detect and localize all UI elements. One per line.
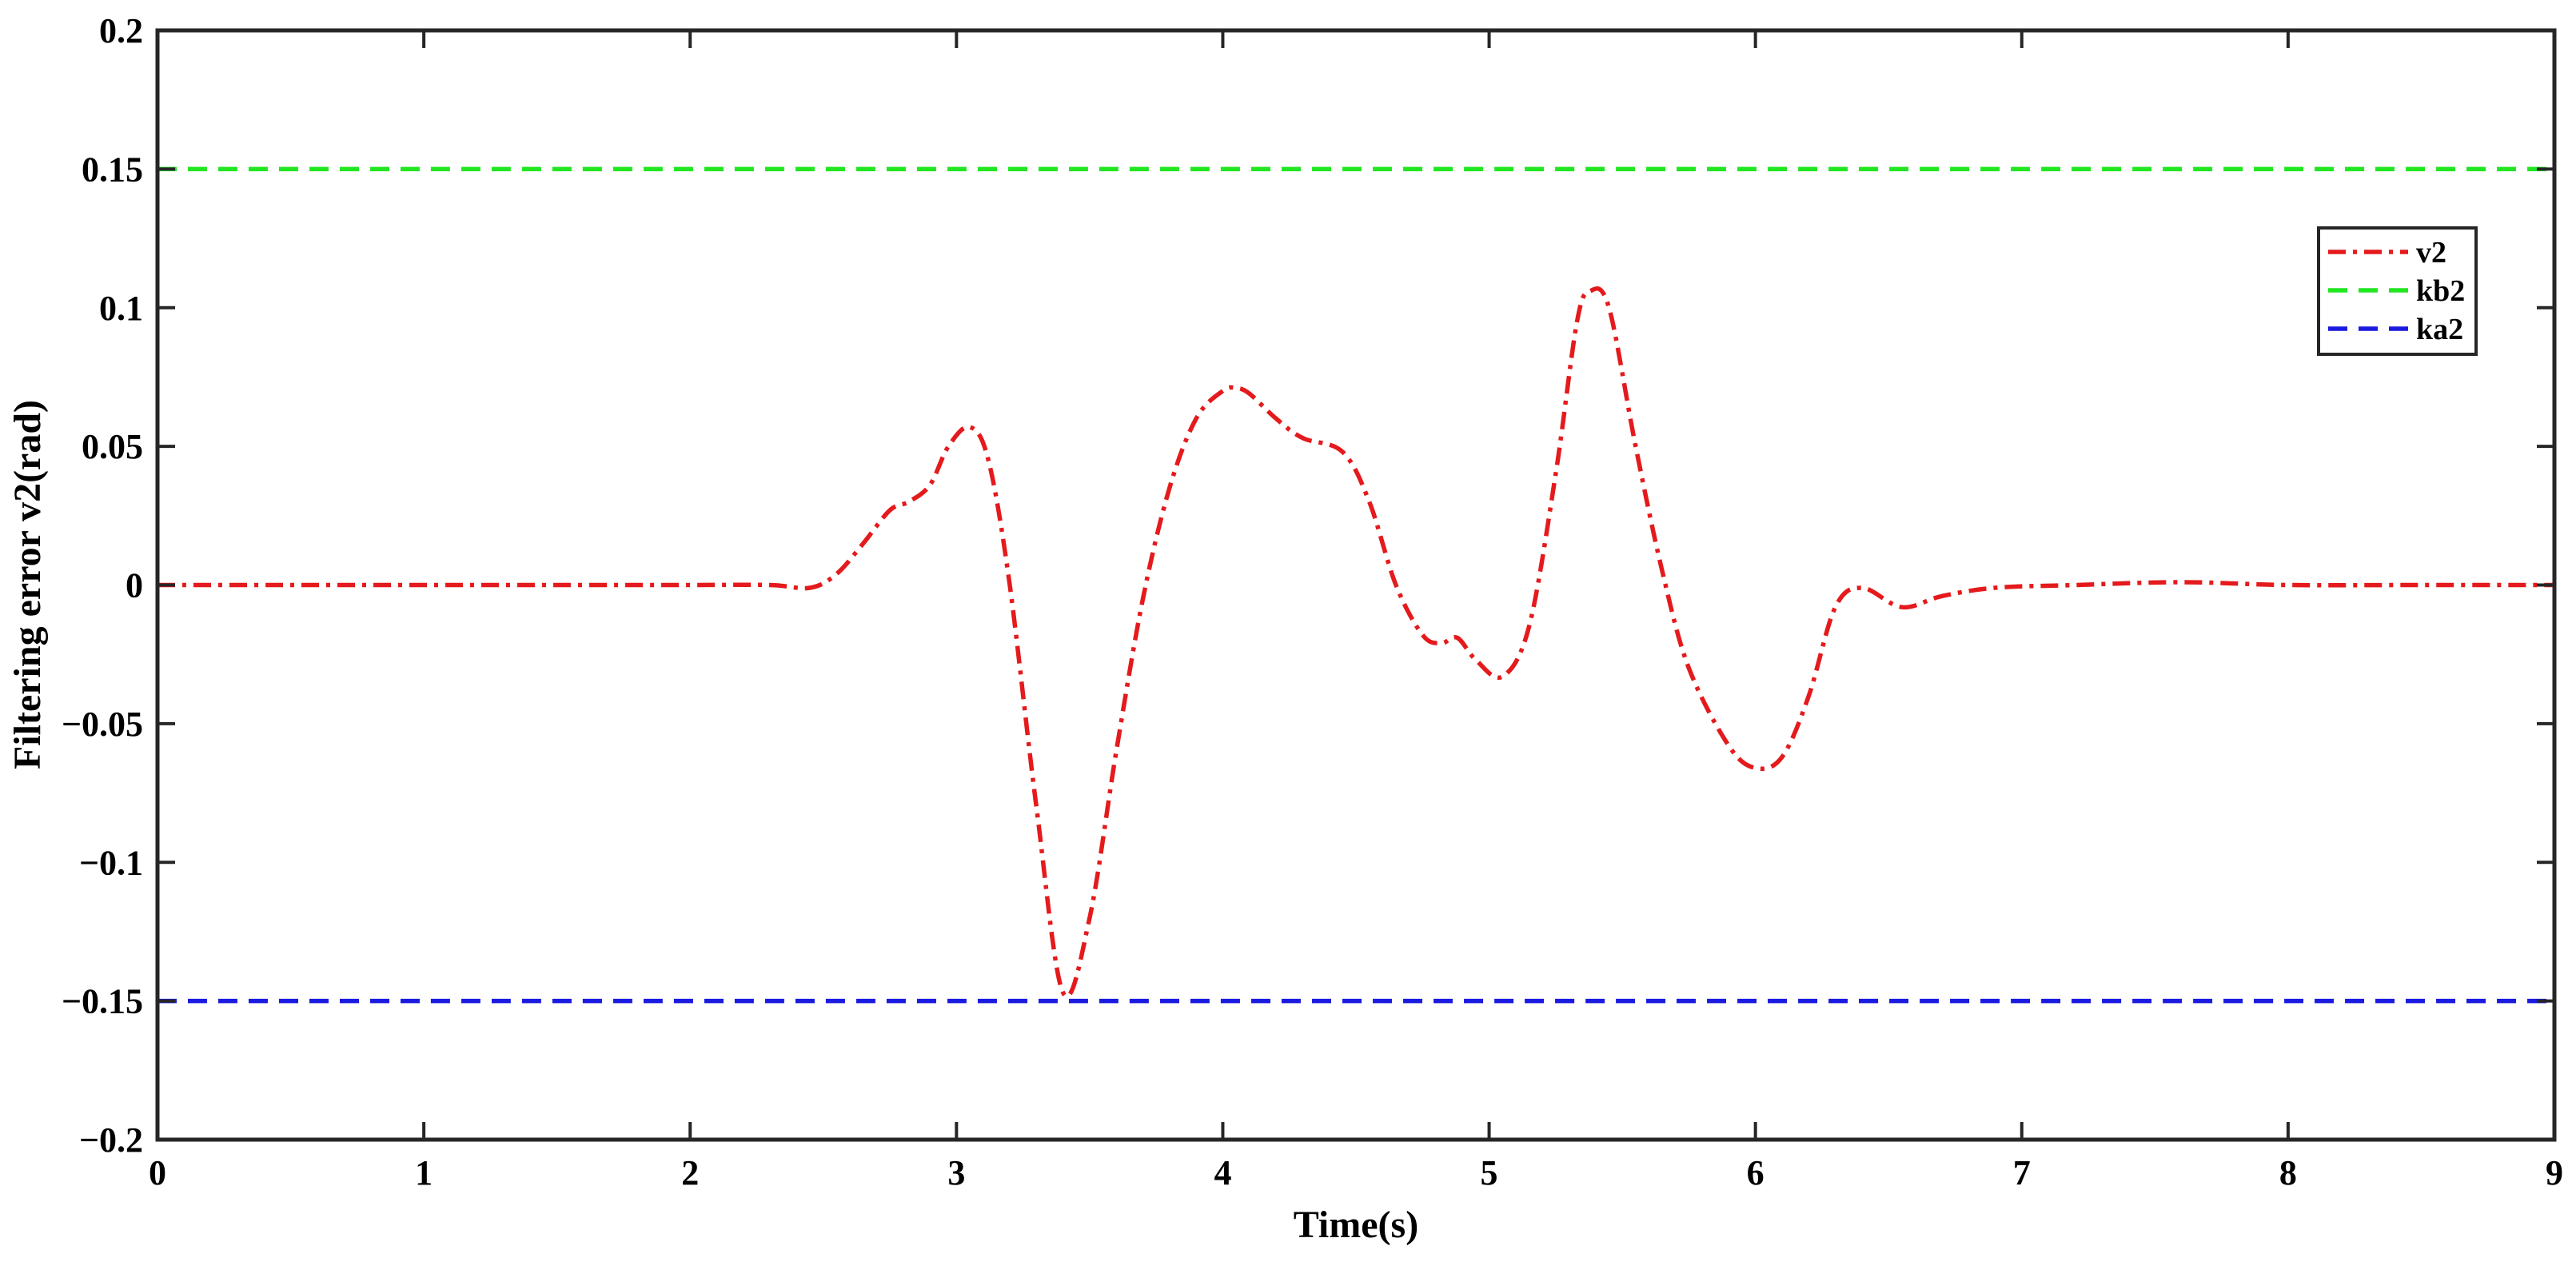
y-tick-label: 0.15 — [82, 150, 143, 189]
legend-label-ka2: ka2 — [2416, 313, 2463, 346]
x-axis-label: Time(s) — [1294, 1204, 1418, 1246]
x-tick-label: 0 — [149, 1153, 166, 1192]
x-tick-label: 4 — [1214, 1153, 1231, 1192]
y-tick-label: 0.2 — [99, 11, 143, 50]
y-tick-label: −0.15 — [62, 982, 143, 1021]
y-tick-label: 0.1 — [99, 289, 143, 328]
x-tick-label: 7 — [2013, 1153, 2031, 1192]
y-tick-label: 0 — [126, 566, 143, 605]
x-tick-label: 9 — [2546, 1153, 2563, 1192]
x-tick-label: 2 — [681, 1153, 699, 1192]
y-tick-label: −0.1 — [79, 843, 143, 882]
x-tick-label: 6 — [1747, 1153, 1765, 1192]
plot-background — [158, 30, 2554, 1140]
series-layer — [157, 166, 2554, 1004]
legend: v2 kb2 ka2 — [2317, 226, 2478, 356]
plot-area — [158, 30, 2554, 1140]
x-tick-label: 8 — [2279, 1153, 2297, 1192]
y-tick-label: −0.05 — [62, 705, 143, 744]
ticks-layer: 0 1 2 3 4 5 6 7 8 9 −0.2 −0.15 −0.1 −0.05 0 0.05 0.1 0.15… — [62, 11, 2563, 1192]
x-tick-label: 3 — [947, 1153, 965, 1192]
y-tick-label: −0.2 — [79, 1120, 143, 1160]
x-tick-label: 1 — [415, 1153, 433, 1192]
y-axis-label: Filtering error v2(rad) — [6, 400, 49, 769]
x-tick-label: 5 — [1481, 1153, 1498, 1192]
y-tick-label: 0.05 — [82, 427, 143, 466]
legend-label-v2: v2 — [2416, 236, 2446, 270]
legend-label-kb2: kb2 — [2416, 274, 2465, 308]
